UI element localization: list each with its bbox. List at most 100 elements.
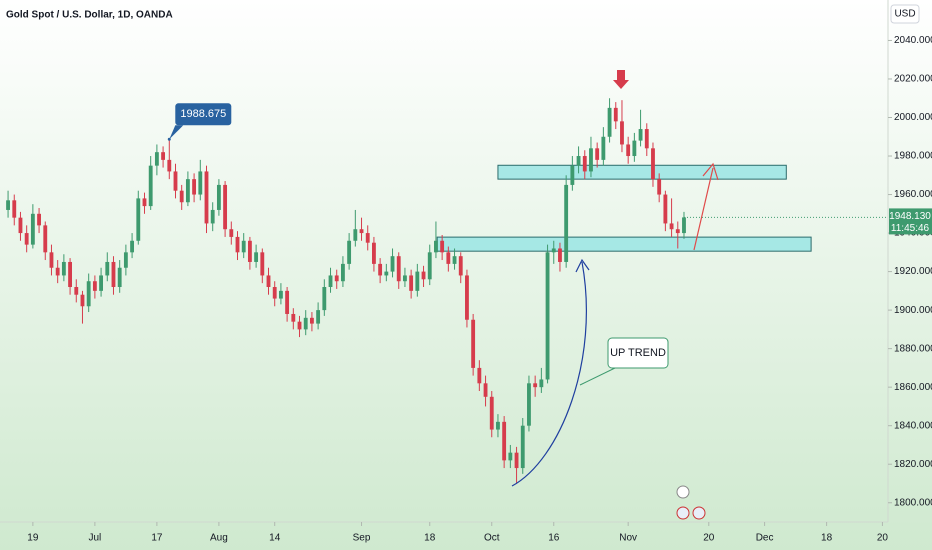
candle-body [18, 217, 23, 234]
candle-body [266, 275, 271, 288]
candle-body [663, 194, 668, 224]
candle-body [272, 287, 277, 299]
y-tick-label: 2040.000 [894, 35, 932, 46]
candle-body [167, 159, 172, 172]
x-tick-label: Oct [484, 533, 500, 544]
candle-body [632, 140, 637, 157]
candle-body [502, 421, 507, 461]
candle-body [620, 121, 624, 145]
down-arrow [613, 70, 629, 89]
x-tick-label: 20 [877, 533, 889, 544]
candle-body [179, 190, 184, 203]
candle-body [427, 252, 432, 280]
candle-body [24, 233, 29, 245]
currency: USD [894, 9, 915, 20]
candle-body [223, 184, 228, 230]
candle-body [595, 148, 600, 160]
candle-body [520, 425, 525, 469]
y-tick-label: 2020.000 [894, 74, 932, 85]
candle-body [403, 275, 407, 282]
candle-body [613, 107, 618, 122]
event-icon[interactable] [692, 506, 706, 520]
x-tick-label: Nov [619, 533, 637, 544]
candle-body [390, 256, 395, 272]
candle-body [576, 156, 581, 166]
candle-body [347, 240, 352, 264]
candle-body [117, 267, 122, 288]
currency-box[interactable] [890, 4, 920, 24]
callout-text: UP TREND [610, 347, 666, 359]
y-tick-label: 1920.000 [894, 266, 932, 277]
candle-body [43, 225, 48, 253]
candle-body [105, 261, 110, 276]
y-tick-label: 2000.000 [894, 112, 932, 123]
event-icon[interactable] [676, 485, 690, 499]
event-icon[interactable] [676, 506, 690, 520]
candle-body [551, 248, 556, 253]
candle-body [452, 256, 457, 264]
candle-body [669, 223, 674, 230]
countdown-label: 11:45:46 [891, 223, 930, 234]
candle-body [539, 379, 544, 388]
candle-body [80, 294, 85, 307]
candle-body [446, 252, 451, 264]
candle-body [173, 171, 178, 191]
candle-body [328, 275, 333, 288]
candle-body [130, 240, 135, 253]
candle-body [514, 452, 519, 469]
candle-body [148, 165, 153, 207]
x-tick-label: Dec [756, 533, 774, 544]
candle-body [55, 267, 60, 276]
annotation-box [175, 103, 232, 126]
candle-body [564, 184, 569, 262]
candle-body [421, 271, 426, 280]
candle-body [489, 396, 494, 430]
last-price-box [889, 208, 932, 235]
candle-body [471, 319, 476, 368]
candle-body [291, 313, 296, 322]
candle-body [409, 275, 414, 291]
x-tick-label: 18 [424, 533, 436, 544]
candle-body [192, 179, 197, 195]
candle-body [527, 383, 531, 426]
y-tick-label: 1820.000 [894, 459, 932, 470]
candle-body [49, 252, 54, 268]
candle-body [415, 271, 420, 291]
candle-body [365, 233, 370, 243]
candle-body [316, 310, 321, 324]
trend-arrow-head [575, 258, 590, 273]
candle-body [278, 290, 283, 299]
candle-body [396, 256, 401, 282]
candle-body [92, 281, 97, 291]
candle-body [340, 263, 345, 282]
zone [436, 236, 812, 252]
candle-body [37, 213, 41, 226]
x-tick-label: 20 [703, 533, 715, 544]
y-tick-label: 1980.000 [894, 151, 932, 162]
candle-body [229, 229, 234, 237]
candle-body [185, 179, 190, 203]
candle-body [61, 261, 66, 276]
candle-body [142, 198, 147, 207]
x-tick-label: 14 [269, 533, 281, 544]
candle-body [154, 152, 159, 166]
candle-body [210, 209, 215, 224]
last-price-label: 1948.130 [889, 211, 931, 222]
candle-body [123, 252, 128, 268]
x-tick-label: 17 [151, 533, 163, 544]
candle-body [247, 240, 252, 262]
annotation-text: 1988.675 [180, 108, 226, 120]
callout-pointer [579, 367, 616, 386]
candle-body [545, 252, 550, 380]
candle-body [483, 383, 488, 397]
candle-body [440, 240, 445, 253]
candle-body [372, 242, 376, 264]
x-tick-label: 19 [27, 533, 39, 544]
candle-body [434, 240, 438, 253]
candle-body [68, 261, 72, 288]
candle-body [216, 184, 221, 210]
candle-body [626, 144, 631, 157]
candle-body [477, 367, 482, 384]
chart-title: Gold Spot / U.S. Dollar, 1D, OANDA [6, 10, 173, 21]
candle-body [682, 217, 686, 234]
